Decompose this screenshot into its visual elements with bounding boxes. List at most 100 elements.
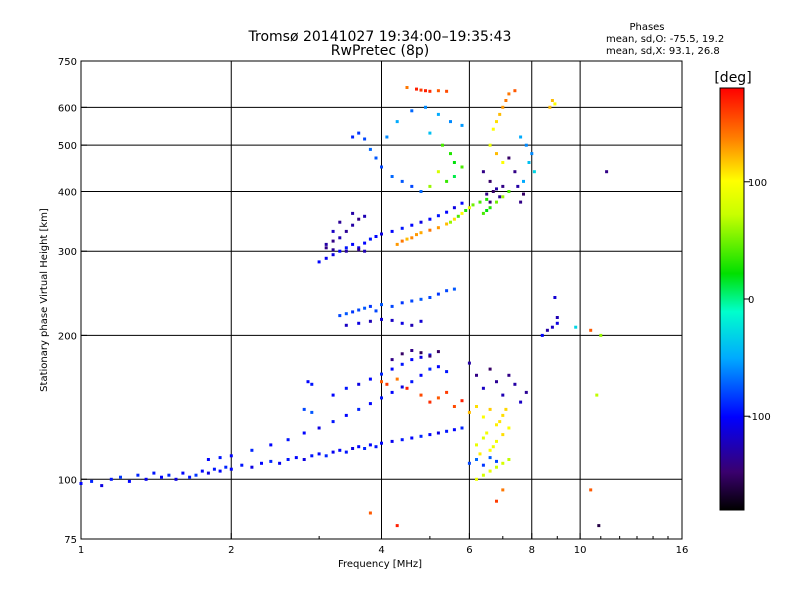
data-point: [504, 407, 508, 411]
x-tick-label: 10: [574, 545, 587, 556]
data-point: [550, 99, 554, 102]
data-point: [181, 471, 185, 475]
data-point: [467, 461, 471, 465]
data-point: [351, 135, 355, 139]
data-point: [498, 112, 502, 116]
data-point: [495, 439, 498, 443]
data-point: [344, 413, 348, 417]
data-point: [419, 190, 423, 193]
data-point: [501, 488, 505, 492]
data-point: [553, 102, 557, 106]
colorbar-label: [deg]: [714, 70, 751, 86]
data-point: [597, 524, 601, 528]
data-point: [380, 232, 383, 236]
data-point: [218, 469, 222, 473]
data-point: [218, 456, 222, 460]
data-point: [306, 380, 310, 384]
data-point: [368, 237, 372, 241]
data-point: [553, 296, 557, 299]
data-point: [357, 407, 361, 411]
data-point: [357, 246, 361, 250]
data-point: [501, 433, 505, 437]
data-point: [513, 382, 517, 386]
data-point: [109, 477, 113, 481]
data-point: [507, 373, 511, 377]
x-axis-label: Frequency [MHz]: [338, 559, 422, 570]
data-point: [419, 88, 423, 92]
data-point: [481, 463, 485, 467]
data-point: [410, 184, 414, 188]
data-point: [436, 350, 440, 354]
data-point: [344, 229, 348, 233]
data-point: [390, 175, 394, 178]
data-point: [456, 214, 460, 218]
data-point: [395, 524, 399, 528]
data-point: [400, 321, 404, 325]
data-point: [374, 235, 378, 238]
data-point: [324, 454, 328, 458]
data-point: [475, 477, 478, 481]
data-point: [481, 415, 485, 419]
data-point: [351, 223, 355, 227]
data-point: [428, 131, 432, 135]
data-point: [410, 349, 414, 352]
y-tick-label: 300: [58, 247, 77, 258]
data-point: [390, 358, 394, 362]
data-point: [507, 190, 511, 193]
y-tick-label: 200: [58, 331, 77, 342]
data-point: [260, 461, 263, 465]
data-point: [368, 443, 372, 447]
data-point: [481, 211, 485, 215]
stats-line-x: mean, sd,X: 93.1, 26.8: [606, 46, 720, 57]
data-point: [188, 475, 192, 479]
data-point: [357, 382, 361, 386]
data-point: [481, 436, 485, 440]
data-point: [495, 380, 498, 384]
data-point: [410, 358, 414, 362]
data-point: [595, 393, 599, 397]
chart-title-line1: Tromsø 20141027 19:34:00–19:35:43: [248, 29, 512, 45]
data-point: [485, 197, 489, 201]
data-point: [488, 448, 492, 452]
y-axis-ticks: 75 100 200 300 400 500 600 750: [58, 57, 87, 546]
data-point: [224, 465, 228, 469]
x-tick-label: 16: [676, 545, 689, 556]
data-point: [152, 471, 156, 475]
colorbar-ticks: 100 0 -100: [744, 178, 771, 423]
data-point: [363, 214, 367, 218]
data-point: [478, 452, 482, 456]
data-point: [390, 439, 394, 443]
data-point: [445, 89, 449, 93]
data-point: [419, 297, 423, 301]
data-point: [302, 431, 306, 435]
data-point: [200, 469, 204, 473]
data-point: [357, 217, 361, 221]
data-point: [516, 184, 520, 188]
data-point: [269, 459, 273, 463]
x-tick-label: 2: [228, 545, 234, 556]
colorbar: [deg] 100 0 -100: [714, 70, 771, 511]
data-point: [436, 214, 440, 218]
data-point: [90, 479, 94, 483]
data-point: [400, 301, 404, 305]
data-point: [405, 237, 409, 241]
data-point: [436, 292, 440, 296]
data-point: [212, 467, 216, 471]
data-point: [428, 367, 432, 371]
data-point: [522, 192, 525, 196]
data-point: [368, 511, 372, 515]
data-point: [331, 420, 335, 424]
data-point: [363, 306, 367, 310]
x-tick-label: 4: [378, 545, 384, 556]
data-point: [302, 458, 306, 461]
data-point: [428, 217, 432, 221]
data-point: [460, 211, 464, 215]
data-point: [452, 405, 456, 408]
data-point: [555, 321, 559, 325]
data-point: [351, 447, 355, 450]
data-point: [317, 452, 321, 456]
data-point: [405, 86, 409, 89]
x-tick-label: 6: [466, 545, 472, 556]
data-point: [338, 220, 342, 224]
